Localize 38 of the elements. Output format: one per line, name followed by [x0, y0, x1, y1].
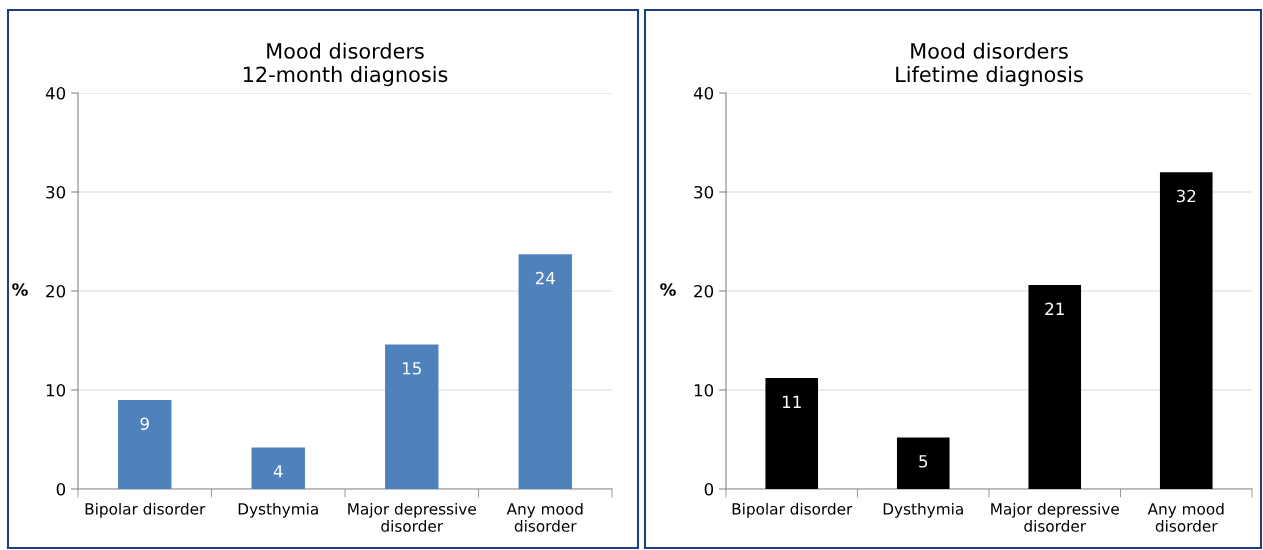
x-tick-label: Dysthymia	[238, 502, 318, 518]
y-tick-label: 40	[693, 86, 714, 100]
bar	[1028, 285, 1082, 489]
data-label: 24	[535, 271, 555, 285]
y-tick-label: 20	[46, 284, 66, 298]
bar	[385, 344, 439, 489]
data-label: 11	[782, 395, 801, 408]
data-label: 15	[402, 362, 421, 375]
bar	[1159, 172, 1213, 489]
chart-title: Mood disorders Lifetime diagnosis	[896, 42, 1083, 87]
bar	[896, 437, 950, 489]
y-axis-title: %	[660, 283, 676, 296]
data-label: 9	[140, 417, 149, 430]
x-tick-label: Any mood disorder	[1147, 502, 1224, 532]
x-tick-label: Major depressive disorder	[991, 502, 1119, 532]
y-tick-label: 0	[704, 482, 714, 496]
y-tick-label: 0	[56, 482, 66, 496]
y-axis-title: %	[12, 283, 28, 296]
x-tick-label: Any mood disorder	[506, 502, 583, 532]
y-tick-label: 10	[694, 383, 714, 397]
chart-title: Mood disorders 12-month diagnosis	[243, 42, 448, 87]
data-label: 32	[1176, 189, 1196, 203]
bar	[251, 447, 305, 489]
data-label: 5	[919, 455, 928, 468]
data-label: 4	[273, 465, 283, 478]
x-tick-label: Major depressive disorder	[348, 502, 476, 532]
y-tick-label: 40	[45, 86, 66, 100]
bar	[518, 254, 572, 489]
data-label: 21	[1045, 302, 1064, 315]
x-tick-label: Bipolar disorder	[732, 502, 853, 518]
y-tick-label: 10	[46, 383, 66, 397]
y-tick-label: 30	[694, 185, 714, 199]
x-tick-label: Bipolar disorder	[85, 502, 206, 518]
bar	[765, 378, 819, 489]
y-tick-label: 30	[46, 185, 66, 199]
x-tick-label: Dysthymia	[883, 502, 963, 518]
bar	[118, 399, 172, 489]
y-tick-label: 20	[694, 284, 714, 298]
